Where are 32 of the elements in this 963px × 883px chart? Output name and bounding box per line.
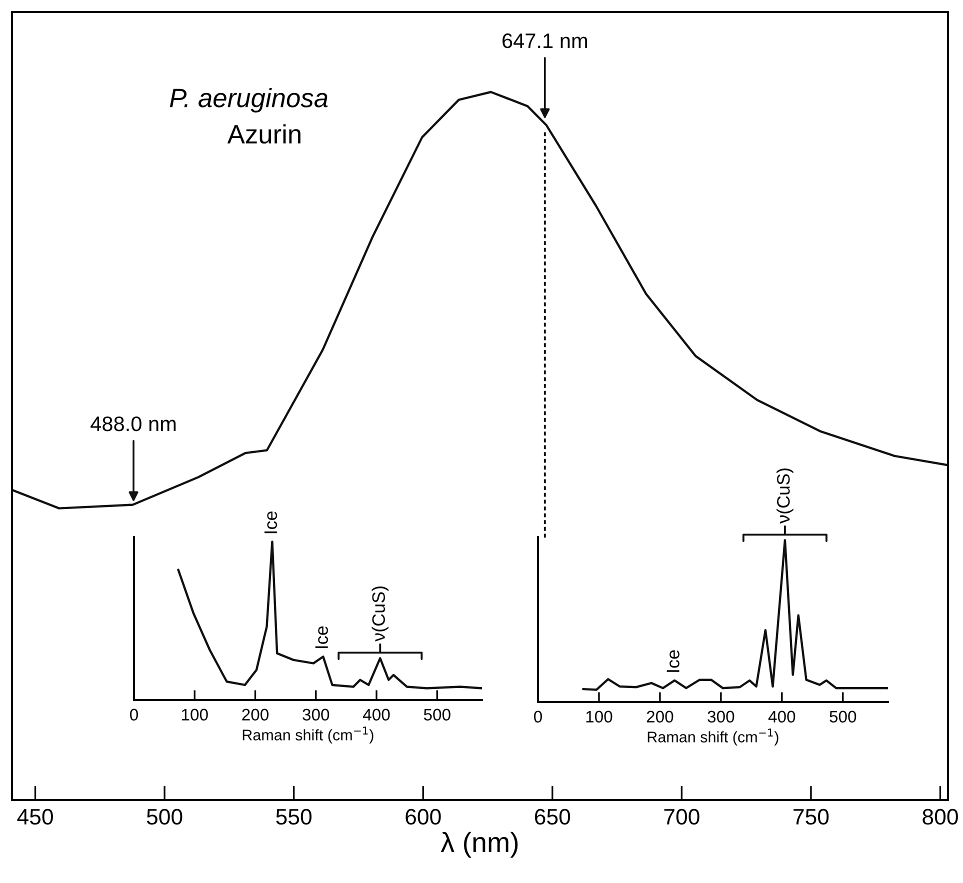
- x-tick-label: 800: [922, 808, 958, 825]
- x-tick-label: 100: [182, 708, 208, 721]
- x-tick-label: 500: [830, 710, 856, 723]
- x-tick-label: 500: [424, 708, 450, 721]
- x-tick-label: 400: [768, 710, 796, 723]
- annotation: Ice: [264, 512, 278, 534]
- x-tick-label: 450: [17, 808, 53, 825]
- x-tick-label: 600: [406, 808, 441, 825]
- x-tick-label: 200: [242, 708, 269, 721]
- text: Azurin: [227, 124, 300, 144]
- annotation: 647.1 nm: [502, 33, 587, 48]
- annotation: ν(CuS): [776, 468, 794, 524]
- annotation: ν(CuS): [372, 586, 389, 642]
- x-axis-title: λ (nm): [440, 832, 518, 858]
- annotation: Ice: [666, 650, 680, 672]
- x-tick-label: 550: [276, 808, 312, 825]
- x-tick-label: 300: [302, 708, 330, 721]
- annotation: 488.0 nm: [90, 416, 176, 432]
- x-tick-label: 200: [646, 710, 674, 723]
- x-tick-label: 700: [664, 808, 700, 825]
- x-tick-label: 0: [534, 710, 542, 723]
- x-tick-label: 650: [534, 808, 570, 825]
- x-tick-label: 400: [362, 708, 390, 721]
- x-tick-label: 0: [130, 708, 138, 721]
- x-tick-label: 750: [794, 808, 829, 825]
- chart-title: P. aeruginosa: [170, 88, 328, 113]
- x-tick-label: 500: [146, 808, 182, 825]
- annotation: Ice: [315, 626, 328, 648]
- x-tick-label: 300: [708, 710, 734, 723]
- x-axis-title: Raman shift (cm$^{−1}$): [242, 726, 374, 744]
- x-tick-label: 100: [586, 710, 612, 723]
- x-axis-title: Raman shift (cm$^{−1}$): [648, 728, 778, 746]
